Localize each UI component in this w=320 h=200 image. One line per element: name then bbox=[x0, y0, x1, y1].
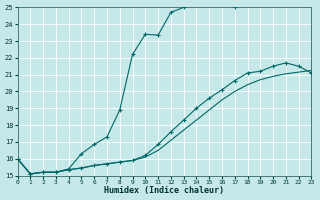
X-axis label: Humidex (Indice chaleur): Humidex (Indice chaleur) bbox=[104, 186, 224, 195]
